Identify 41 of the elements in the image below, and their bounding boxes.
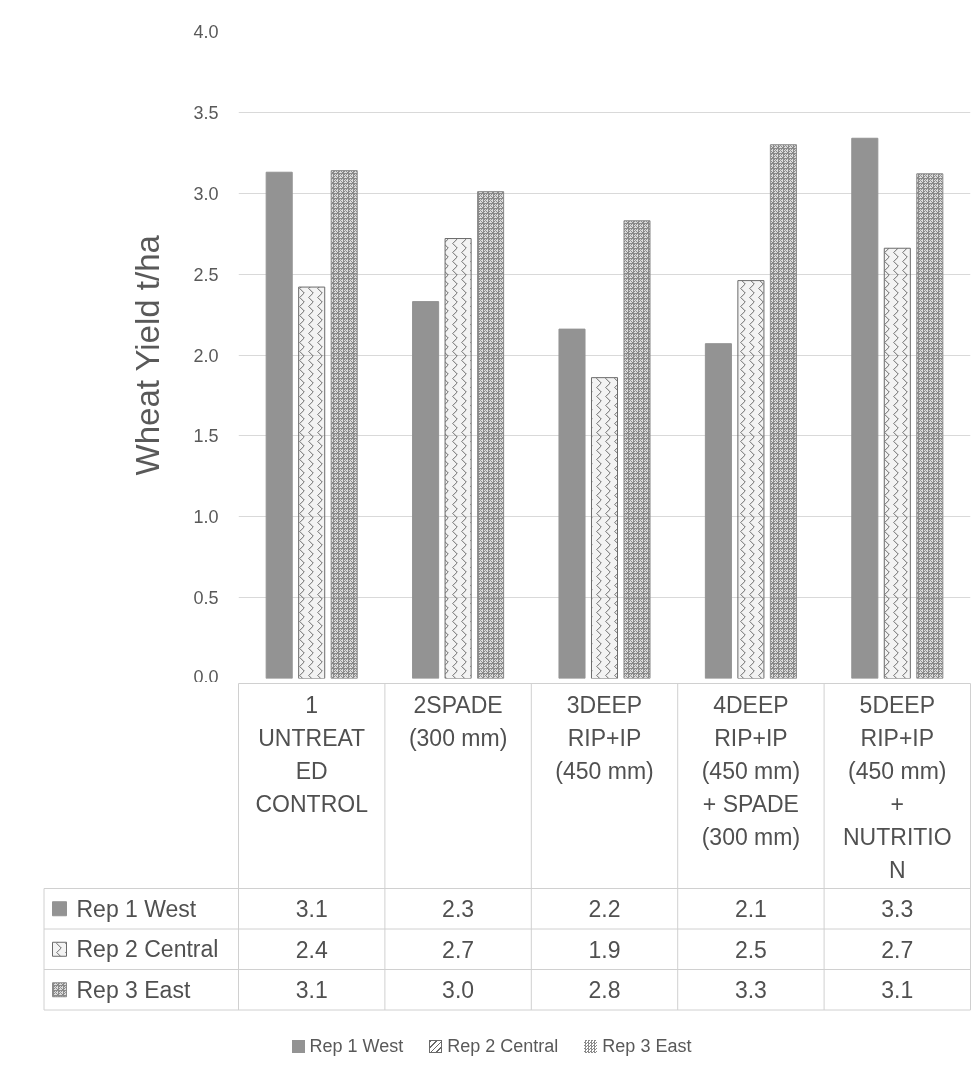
x-tick-label: 2SPADE (300 mm)	[408, 691, 508, 751]
data-label: 3.1	[295, 896, 328, 923]
y-tick-label: 2.0	[193, 345, 219, 366]
data-label: 3.0	[442, 977, 475, 1004]
data-label: 2.3	[442, 896, 475, 923]
y-tick-label: 3.5	[193, 102, 219, 123]
legend-label: Rep 3 East	[76, 976, 191, 1003]
y-tick-label: 4.0	[193, 22, 219, 42]
y-tick-label: 3.0	[193, 183, 219, 204]
text: Rep 1 West	[309, 1036, 404, 1057]
data-label: 2.8	[588, 977, 621, 1004]
bar	[851, 137, 879, 679]
data-label: 2.4	[295, 936, 328, 963]
y-tick-label: 1.5	[193, 426, 219, 447]
bar	[265, 171, 293, 679]
legend-label: Rep 2 Central	[76, 936, 219, 963]
y-tick-label: 0.5	[193, 588, 219, 609]
bar	[412, 301, 440, 679]
x-tick-label: 5DEEP RIP+IP (450 mm) + NUTRITION	[843, 691, 952, 883]
data-label: 1.9	[588, 936, 621, 963]
data-label: 2.5	[734, 936, 767, 963]
data-label: 3.1	[881, 977, 914, 1004]
text: Rep 3 East	[602, 1036, 692, 1057]
y-axis-title: Wheat Yield t/ha	[129, 234, 167, 476]
y-tick-label: 2.5	[193, 264, 219, 285]
x-tick-label: 3DEEP RIP+IP (450 mm)	[555, 691, 654, 784]
data-label: 2.7	[442, 936, 475, 963]
bar	[558, 328, 586, 679]
y-tick-label: 0.0	[193, 666, 219, 687]
data-label: 3.3	[881, 896, 914, 923]
legend-label: Rep 1 West	[76, 895, 197, 922]
data-label: 2.2	[588, 896, 621, 923]
x-tick-label: 1 UNTREATED CONTROL	[255, 692, 369, 817]
text: Rep 2 Central	[447, 1036, 559, 1057]
data-label: 3.3	[734, 977, 767, 1004]
data-label: 3.1	[295, 977, 328, 1004]
y-tick-label: 1.0	[193, 507, 219, 528]
bar	[704, 343, 732, 679]
x-tick-label: 4DEEP RIP+IP (450 mm) + SPADE (300 mm)	[701, 691, 801, 850]
data-label: 2.1	[734, 896, 767, 923]
data-label: 2.7	[881, 936, 914, 963]
